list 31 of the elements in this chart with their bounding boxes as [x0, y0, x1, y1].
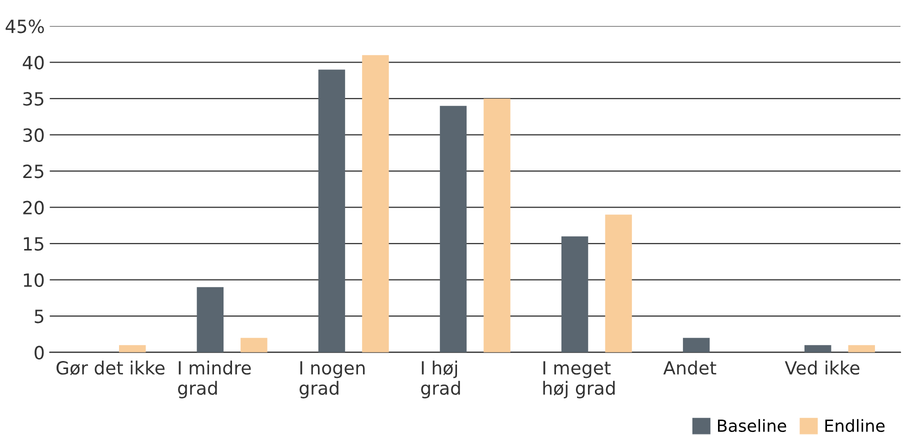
bar: [196, 287, 224, 352]
bar: [682, 338, 710, 352]
y-tick-label: 25: [23, 164, 44, 178]
x-tick-label: I høj grad: [421, 360, 460, 398]
x-tick-label: Gør det ikke: [56, 360, 165, 376]
y-tick-label: 40: [22, 56, 44, 70]
y-tick-label: 0: [34, 346, 44, 360]
legend-label: Endline: [825, 419, 885, 432]
bar: [440, 106, 467, 352]
y-tick-label: 10: [24, 273, 44, 287]
x-tick-label: I meget høj grad: [543, 361, 615, 398]
bar: [848, 345, 875, 352]
x-tick-label: I mindre grad: [178, 360, 251, 398]
bar: [804, 345, 832, 352]
bar: [484, 98, 510, 352]
bar: [318, 70, 346, 352]
y-tick-label: 30: [23, 128, 44, 142]
bar: [605, 214, 632, 352]
bar: [119, 345, 146, 352]
bar: [362, 55, 389, 352]
y-tick-label: 45%: [6, 20, 44, 34]
y-tick-label: 35: [23, 92, 44, 106]
legend-label: Baseline: [718, 419, 786, 432]
x-tick-label: Ved ikke: [784, 360, 860, 375]
x-tick-label: I nogen grad: [300, 361, 365, 398]
y-tick-label: 15: [24, 237, 44, 251]
y-tick-label: 20: [23, 200, 44, 214]
bar: [561, 236, 588, 352]
y-tick-label: 5: [34, 310, 44, 324]
bar: [240, 338, 268, 352]
x-tick-label: Andet: [663, 360, 716, 375]
